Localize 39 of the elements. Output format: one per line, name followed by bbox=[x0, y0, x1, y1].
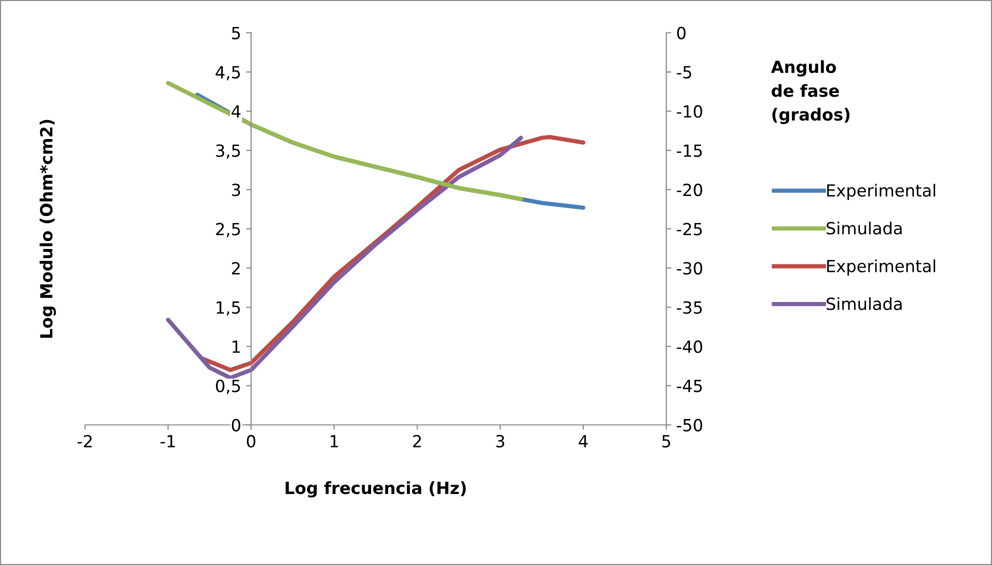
y-tick-label: 3,5 bbox=[216, 144, 240, 159]
y2-tick-label: -35 bbox=[676, 301, 702, 314]
y-tick-label: 1,5 bbox=[216, 301, 240, 316]
x-tick-label: 5 bbox=[662, 435, 670, 448]
y2-tick-label: 0 bbox=[677, 26, 686, 40]
y2-tick-label: -10 bbox=[676, 105, 702, 118]
y2-tick-label: -5 bbox=[676, 66, 692, 79]
y-tick-label: 0 bbox=[232, 418, 240, 432]
y-tick-label: 0,5 bbox=[216, 380, 240, 394]
y-axis-title: Log Modulo (Ohm*cm2) bbox=[40, 120, 56, 338]
y2-tick-label: -20 bbox=[676, 184, 702, 196]
y2-tick-label: -30 bbox=[676, 262, 702, 275]
legend-label: Simulada bbox=[826, 297, 902, 310]
x-tick-label: 0 bbox=[246, 434, 256, 448]
x-tick-label: 2 bbox=[413, 434, 421, 448]
legend-label: Simulada bbox=[826, 222, 902, 235]
y-tick-label: 1 bbox=[232, 340, 240, 353]
y2-tick-label: -45 bbox=[676, 380, 702, 392]
legend-label: Experimental bbox=[827, 184, 936, 200]
y-tick-label: 4,5 bbox=[216, 66, 240, 80]
legend-label: Experimental bbox=[827, 259, 936, 276]
y-tick-label: 5 bbox=[232, 26, 240, 40]
line-series bbox=[166, 136, 524, 380]
x-tick-label: 4 bbox=[578, 435, 588, 448]
y2-tick-label: -40 bbox=[676, 340, 702, 354]
x-axis-title: Log frecuencia (Hz) bbox=[286, 481, 466, 498]
y-tick-label: 4 bbox=[232, 105, 240, 118]
y-tick-label: 2 bbox=[232, 262, 240, 274]
x-tick-label: 3 bbox=[496, 434, 504, 448]
y2-axis-title: Angulo de fase (grados) bbox=[771, 60, 850, 124]
x-tick-label: -1 bbox=[160, 435, 175, 448]
y2-tick-label: -15 bbox=[676, 144, 702, 157]
y2-tick-label: -50 bbox=[676, 418, 702, 432]
line-series bbox=[166, 80, 524, 202]
x-tick-label: 1 bbox=[330, 435, 338, 448]
y-tick-label: 3 bbox=[232, 184, 240, 196]
y2-tick-label: -25 bbox=[676, 222, 702, 236]
x-tick-label: -2 bbox=[78, 434, 92, 448]
y-tick-label: 2,5 bbox=[216, 222, 240, 238]
